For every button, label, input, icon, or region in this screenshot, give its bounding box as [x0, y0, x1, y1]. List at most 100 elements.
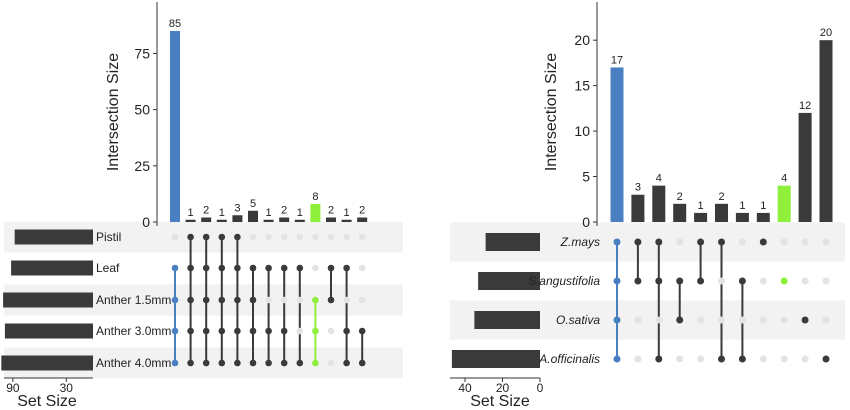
set-size-bar: [11, 260, 93, 276]
matrix-dot-active: [358, 359, 366, 367]
matrix-dot-active: [249, 264, 257, 272]
intersection-bar: [777, 185, 791, 222]
matrix-dot-inactive: [822, 238, 830, 246]
matrix-dot-inactive: [171, 233, 179, 241]
matrix-dot-active: [234, 233, 241, 241]
intersection-bar: [170, 30, 180, 222]
y-axis-title: Intersection Size: [543, 53, 560, 171]
matrix-dot-inactive: [759, 316, 767, 324]
set-size-tick-label: 0: [537, 381, 544, 395]
matrix-dot-active: [202, 359, 210, 367]
intersection-bar: [357, 217, 368, 222]
matrix-dot-inactive: [801, 277, 809, 285]
matrix-dot-active: [738, 277, 746, 285]
matrix-dot-inactive: [634, 316, 642, 324]
matrix-dot-inactive: [249, 233, 257, 241]
set-label: Anther 3.0mm: [96, 324, 171, 338]
intersection-bar: [819, 40, 833, 222]
intersection-bar: [279, 217, 290, 222]
y-tick-label: 15: [574, 78, 590, 94]
matrix-dot-active: [265, 327, 272, 335]
matrix-dot-active: [187, 327, 194, 335]
set-size-bar: [474, 311, 540, 329]
matrix-dot-active: [218, 327, 226, 335]
matrix-dot-active: [234, 264, 241, 272]
matrix-dot-inactive: [358, 296, 366, 304]
matrix-dot-active: [613, 238, 621, 246]
matrix-dot-active: [265, 359, 272, 367]
matrix-dot-active: [655, 355, 663, 363]
y-tick-label: 0: [582, 214, 590, 230]
set-size-bar: [485, 233, 540, 251]
matrix-dot-inactive: [676, 355, 684, 363]
matrix-dot-active: [218, 296, 226, 304]
intersection-bar: [232, 215, 243, 222]
y-tick-label: 5: [582, 169, 590, 185]
bar-value-label: 1: [188, 207, 194, 219]
matrix-dot-active: [234, 327, 241, 335]
matrix-dot-active: [202, 296, 210, 304]
bar-value-label: 3: [234, 202, 240, 214]
matrix-dot-active: [187, 359, 194, 367]
matrix-dot-inactive: [697, 355, 705, 363]
matrix-dot-inactive: [280, 296, 288, 304]
matrix-dot-active: [801, 316, 809, 324]
matrix-dot-active: [822, 355, 830, 363]
intersection-bar: [326, 217, 336, 222]
matrix-dot-inactive: [634, 355, 642, 363]
intersection-bar: [263, 219, 274, 222]
matrix-dot-active: [613, 316, 621, 324]
intersection-bar: [201, 217, 212, 222]
matrix-dot-active: [343, 264, 350, 272]
intersection-bar: [248, 210, 258, 222]
bar-value-label: 85: [169, 18, 181, 30]
matrix-dot-active: [280, 359, 288, 367]
matrix-dot-inactive: [265, 296, 272, 304]
matrix-dot-inactive: [655, 316, 663, 324]
bar-value-label: 2: [281, 205, 287, 217]
y-tick-label: 75: [134, 45, 150, 61]
matrix-dot-inactive: [358, 233, 366, 241]
matrix-dot-active: [218, 233, 226, 241]
matrix-dot-inactive: [676, 238, 684, 246]
set-size-tick-label: 30: [60, 381, 74, 395]
intersection-bar: [216, 219, 227, 222]
matrix-dot-active: [280, 264, 288, 272]
intersection-bar: [673, 203, 687, 222]
matrix-dot-inactive: [280, 233, 288, 241]
set-label: Z.mays: [560, 235, 600, 249]
y-tick-label: 50: [134, 102, 150, 118]
intersection-bar: [798, 112, 812, 222]
matrix-dot-inactive: [312, 233, 319, 241]
set-label: A.officinalis: [538, 352, 600, 366]
matrix-dot-active: [296, 264, 304, 272]
bar-value-label: 1: [698, 200, 704, 212]
set-size-bar: [14, 229, 93, 245]
bar-value-label: 4: [656, 173, 662, 185]
matrix-dot-active: [738, 355, 746, 363]
matrix-dot-inactive: [327, 359, 335, 367]
intersection-bar: [715, 203, 728, 222]
matrix-dot-active: [759, 238, 767, 246]
set-label: Pistil: [96, 230, 121, 244]
intersection-bar: [694, 212, 708, 222]
set-label: S.angustifolia: [528, 274, 600, 288]
matrix-dot-inactive: [822, 316, 830, 324]
intersection-bar: [341, 219, 352, 222]
set-size-tick-label: 90: [6, 381, 20, 395]
set-size-bar: [451, 350, 540, 368]
matrix-dot-active: [676, 316, 684, 324]
matrix-dot-active: [327, 264, 335, 272]
matrix-dot-active: [780, 277, 788, 285]
matrix-dot-active: [718, 355, 725, 363]
y-tick-label: 0: [142, 214, 150, 230]
set-size-axis-title: Set Size: [470, 393, 530, 410]
matrix-dot-active: [697, 277, 705, 285]
matrix-dot-active: [613, 355, 621, 363]
set-label: Leaf: [96, 261, 120, 275]
intersection-bar: [610, 67, 624, 222]
matrix-dot-active: [613, 277, 621, 285]
